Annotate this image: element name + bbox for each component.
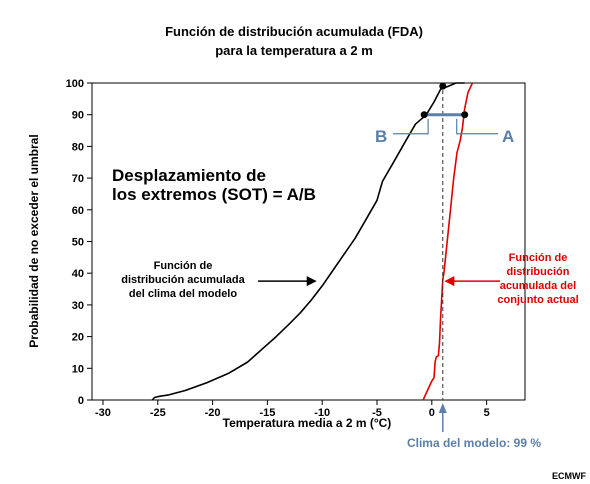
x-tick-label: 0 [429,407,435,419]
x-tick-label: 5 [484,407,490,419]
y-tick-label: 20 [72,332,84,344]
x-tick-label: -20 [205,407,221,419]
ensemble-cdf-label-line-4: conjunto actual [497,294,578,306]
model-cdf-arrowhead [306,276,317,287]
y-tick-label: 90 [72,110,84,122]
model-cdf-label-line-2: distribución acumulada [121,274,245,286]
ensemble-cdf-arrowhead [444,276,455,287]
cdf-marker-3 [461,111,469,119]
y-axis-label: Probabilidad de no exceder el umbral [27,134,41,347]
a-bracket [456,118,498,135]
model-climate-cdf-line [151,82,465,401]
model-cdf-label-line-1: Función de [154,260,213,272]
label-a: A [502,127,514,146]
y-tick-label: 40 [72,268,84,280]
y-tick-label: 30 [72,300,84,312]
series-group [151,82,474,401]
y-tick-label: 0 [78,395,84,407]
ensemble-cdf-line [422,82,474,401]
ensemble-cdf-label-line-3: acumulada del [500,280,576,292]
sot-label-line-1: Desplazamiento de [112,166,266,185]
ensemble-cdf-label-line-2: distribución [507,266,570,278]
model-climate-label: Clima del modelo: 99 % [407,436,541,450]
x-tick-label: -30 [95,407,111,419]
y-tick-label: 100 [66,78,84,90]
x-axis-label: Temperatura media a 2 m (°C) [223,416,392,430]
y-tick-label: 80 [72,141,84,153]
x-tick-label: -10 [314,407,330,419]
label-b: B [375,127,387,146]
y-tick-label: 50 [72,237,84,249]
model-cdf-label-line-3: del clima del modelo [129,288,237,300]
cdf-marker-2 [439,82,447,90]
chart-title-line-2: para la temperatura a 2 m [215,43,373,58]
chart-title-line-1: Función de distribución acumulada (FDA) [165,24,423,39]
y-tick-label: 70 [72,173,84,185]
x-tick-label: -15 [259,407,275,419]
y-tick-label: 60 [72,205,84,217]
x-tick-label: -5 [372,407,382,419]
x-axis-ticks: -30 -25 -20 -15 -10 -5 0 5 [95,400,490,419]
ecmwf-credit: ECMWF [552,471,586,481]
annotation-group [258,82,500,432]
plot-frame [91,82,526,401]
ensemble-cdf-label-line-1: Función de [509,252,568,264]
cdf-marker-1 [420,111,428,119]
x-tick-label: -25 [150,407,166,419]
y-tick-label: 10 [72,363,84,375]
sot-label-line-2: los extremos (SOT) = A/B [112,185,316,204]
model-climate-arrowhead [438,403,447,413]
y-axis-ticks: 0 10 20 30 40 50 60 70 80 90 100 [66,78,92,407]
b-bracket [393,118,429,135]
